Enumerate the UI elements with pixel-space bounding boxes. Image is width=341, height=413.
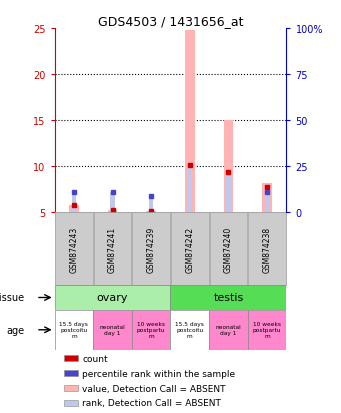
FancyBboxPatch shape xyxy=(55,213,93,285)
Text: 10 weeks
postpartu
m: 10 weeks postpartu m xyxy=(253,322,281,338)
Text: 10 weeks
postpartu
m: 10 weeks postpartu m xyxy=(137,322,165,338)
FancyBboxPatch shape xyxy=(55,285,170,310)
Text: testis: testis xyxy=(213,293,243,303)
Text: tissue: tissue xyxy=(0,293,25,303)
Bar xyxy=(72,193,76,213)
Text: GSM874240: GSM874240 xyxy=(224,226,233,272)
Bar xyxy=(185,31,195,213)
Bar xyxy=(262,183,272,213)
FancyBboxPatch shape xyxy=(132,213,170,285)
FancyBboxPatch shape xyxy=(170,285,286,310)
Bar xyxy=(224,121,233,213)
Bar xyxy=(265,192,269,213)
Text: GSM874241: GSM874241 xyxy=(108,226,117,272)
Bar xyxy=(146,211,156,213)
Text: age: age xyxy=(6,325,25,335)
FancyBboxPatch shape xyxy=(94,213,131,285)
Text: 15.5 days
postcoitu
m: 15.5 days postcoitu m xyxy=(59,322,88,338)
Bar xyxy=(69,206,79,213)
FancyBboxPatch shape xyxy=(93,310,132,350)
Text: GSM874242: GSM874242 xyxy=(185,226,194,272)
Text: percentile rank within the sample: percentile rank within the sample xyxy=(83,369,236,378)
FancyBboxPatch shape xyxy=(55,310,93,350)
FancyBboxPatch shape xyxy=(248,213,286,285)
FancyBboxPatch shape xyxy=(170,310,209,350)
Bar xyxy=(64,370,78,376)
Bar xyxy=(188,165,192,213)
Bar xyxy=(64,400,78,406)
FancyBboxPatch shape xyxy=(248,310,286,350)
Bar xyxy=(110,193,115,213)
Bar xyxy=(226,173,231,213)
FancyBboxPatch shape xyxy=(209,310,248,350)
Bar xyxy=(108,210,117,213)
FancyBboxPatch shape xyxy=(132,310,170,350)
Text: count: count xyxy=(83,354,108,363)
Bar xyxy=(149,197,153,213)
Bar xyxy=(64,385,78,391)
Bar xyxy=(64,356,78,361)
Text: GSM874238: GSM874238 xyxy=(263,226,272,272)
Text: neonatal
day 1: neonatal day 1 xyxy=(216,325,241,335)
Text: 15.5 days
postcoitu
m: 15.5 days postcoitu m xyxy=(175,322,204,338)
Text: GSM874239: GSM874239 xyxy=(147,226,156,272)
FancyBboxPatch shape xyxy=(171,213,209,285)
FancyBboxPatch shape xyxy=(210,213,247,285)
Text: neonatal
day 1: neonatal day 1 xyxy=(100,325,125,335)
Text: ovary: ovary xyxy=(97,293,128,303)
Text: rank, Detection Call = ABSENT: rank, Detection Call = ABSENT xyxy=(83,399,221,408)
Text: GSM874243: GSM874243 xyxy=(69,226,78,272)
Text: value, Detection Call = ABSENT: value, Detection Call = ABSENT xyxy=(83,384,226,393)
Title: GDS4503 / 1431656_at: GDS4503 / 1431656_at xyxy=(98,15,243,28)
